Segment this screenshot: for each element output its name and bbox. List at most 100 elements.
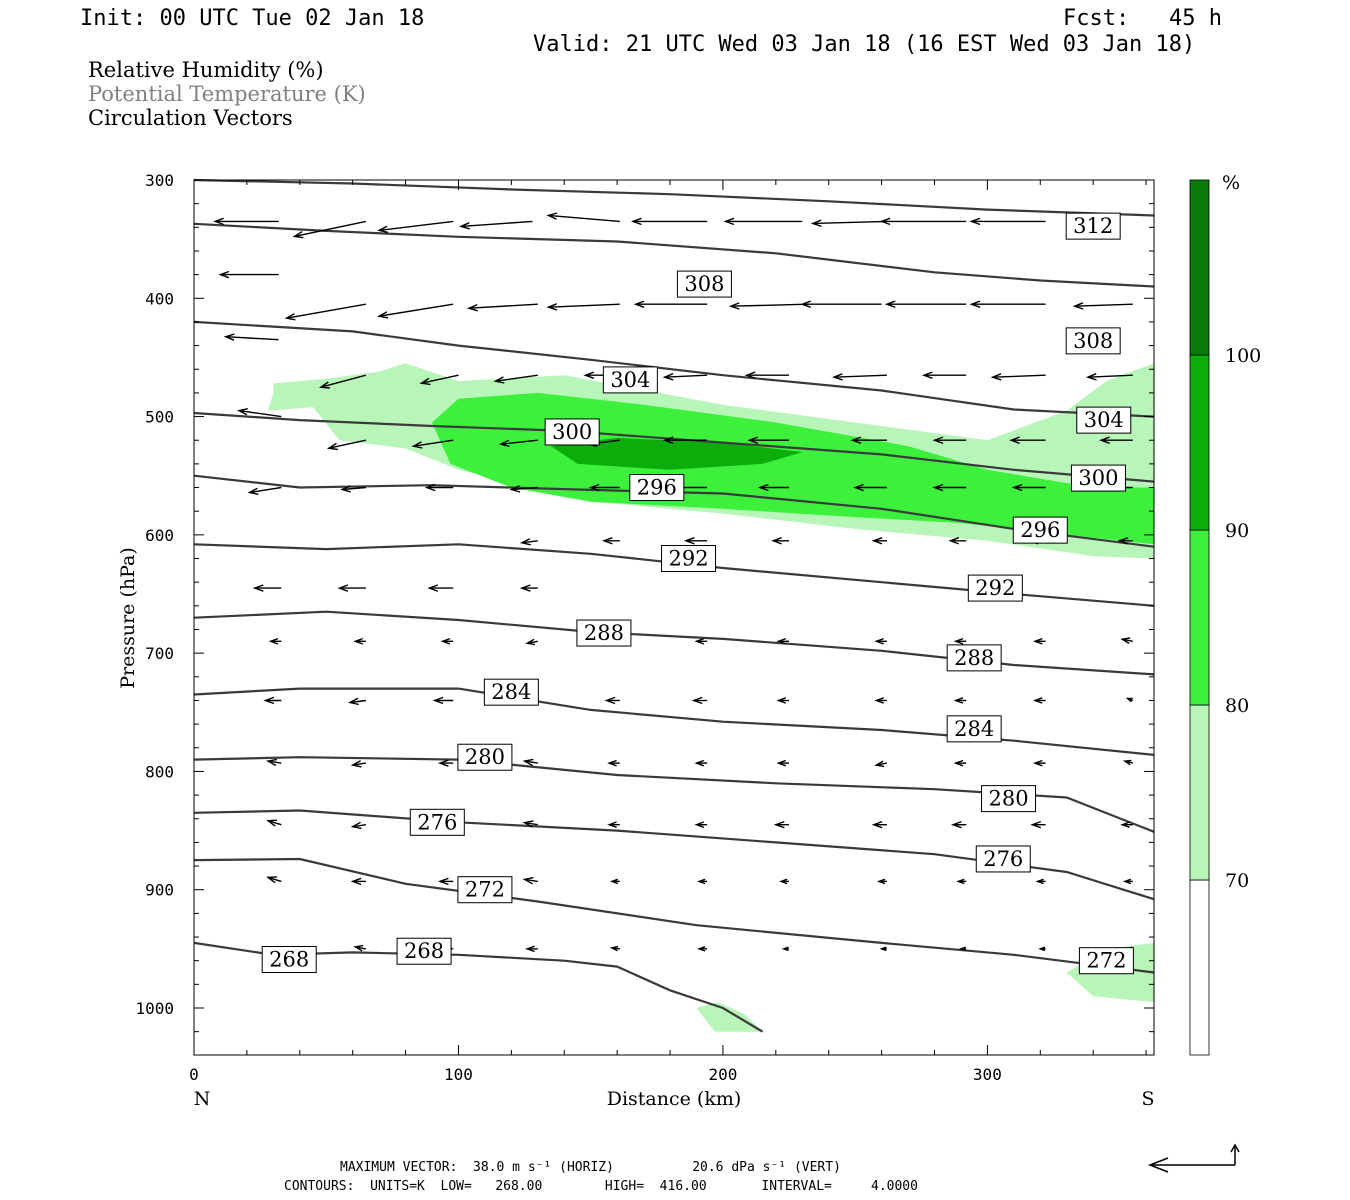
wind-vector	[953, 759, 967, 767]
wind-vector	[630, 217, 708, 226]
rh-region-90-3	[432, 392, 1154, 545]
wind-vector	[781, 946, 789, 952]
wind-vector	[871, 820, 887, 829]
theta-contour-284	[193, 687, 1155, 756]
wind-vector	[956, 878, 967, 885]
wind-vector	[694, 637, 708, 645]
wind-vector	[266, 876, 282, 884]
wind-vector	[874, 760, 888, 768]
y-tick-label: 700	[145, 644, 174, 663]
wind-vector	[247, 486, 282, 495]
wind-vector	[776, 637, 789, 645]
theta-label-284-1: 284	[946, 715, 1002, 743]
svg-text:308: 308	[1073, 329, 1113, 353]
wind-vector	[377, 220, 454, 234]
wind-vector	[1030, 820, 1046, 829]
wind-vector	[1009, 436, 1046, 444]
wind-vector	[728, 302, 808, 310]
theta-label-284-0: 284	[483, 678, 539, 706]
wind-vector	[948, 537, 967, 545]
wind-vector	[1099, 436, 1133, 444]
y-tick-label: 800	[145, 762, 174, 781]
x-axis-left-end-label: N	[194, 1088, 211, 1110]
wind-vector	[776, 697, 789, 704]
wind-vector	[694, 759, 708, 767]
svg-text:268: 268	[404, 939, 444, 963]
wind-vector	[466, 303, 538, 312]
forecast-hour: Fcst: 45 h	[1063, 6, 1222, 31]
theta-contour-312	[193, 178, 1155, 217]
wind-vector	[662, 436, 708, 444]
svg-text:292: 292	[975, 576, 1015, 600]
wind-vector	[1120, 821, 1133, 828]
colorbar-segment	[1189, 529, 1210, 706]
wind-vector	[950, 820, 967, 829]
colorbar-tick-label: 90	[1225, 520, 1249, 542]
svg-text:304: 304	[1084, 408, 1124, 432]
theta-contour-308	[193, 222, 1155, 288]
y-tick-label: 500	[145, 408, 174, 427]
wind-vector	[509, 485, 538, 493]
wind-vector	[697, 878, 708, 885]
wind-vector	[871, 537, 887, 545]
wind-vector	[694, 821, 708, 828]
colorbar-tick-label: 100	[1225, 345, 1261, 367]
wind-vector	[969, 300, 1046, 308]
x-tick-label: 200	[708, 1065, 737, 1084]
wind-vector	[683, 537, 708, 545]
wind-vector	[525, 638, 538, 646]
wind-vector	[810, 219, 887, 227]
max-vector-info: MAXIMUM VECTOR: 38.0 m s⁻¹ (HORIZ) 20.6 …	[340, 1160, 841, 1175]
wind-vector	[1035, 878, 1046, 885]
wind-vector	[1085, 373, 1133, 381]
wind-vector	[284, 303, 367, 321]
wind-vector	[432, 696, 454, 705]
wind-vector	[1032, 759, 1046, 767]
wind-vector	[498, 439, 538, 448]
theta-label-296-1: 296	[1012, 516, 1068, 544]
reference-vector-icon	[1147, 1143, 1240, 1173]
wind-vector	[853, 483, 887, 492]
wind-vector	[850, 436, 887, 444]
wind-vector	[609, 878, 620, 885]
wind-vector	[953, 637, 967, 645]
svg-text:280: 280	[988, 787, 1028, 811]
colorbar-tick-label: 70	[1225, 870, 1249, 892]
x-tick-label: 0	[189, 1065, 199, 1084]
wind-vector	[1072, 302, 1133, 310]
wind-vector	[932, 483, 967, 492]
contour-info: CONTOURS: UNITS=K LOW= 268.00 HIGH= 416.…	[284, 1179, 918, 1194]
theta-label-312-0: 312	[1065, 212, 1121, 240]
wind-vector	[990, 373, 1046, 381]
wind-vector	[1032, 697, 1046, 704]
svg-text:272: 272	[465, 878, 505, 902]
theta-contour-300	[193, 411, 1155, 483]
wind-vector	[969, 217, 1046, 226]
wind-vector	[546, 303, 620, 311]
wind-vector	[522, 820, 538, 828]
wind-vector	[411, 439, 454, 449]
y-tick-label: 300	[145, 171, 174, 190]
colorbar: 70 80 90 100	[1189, 179, 1261, 1056]
wind-vector	[326, 439, 367, 451]
theta-label-296-0: 296	[629, 474, 685, 502]
x-axis-label: Distance (km)	[607, 1088, 742, 1110]
wind-vector	[424, 483, 454, 492]
wind-vector	[884, 300, 967, 308]
wind-vector	[747, 436, 789, 444]
theta-label-292-0: 292	[661, 545, 717, 573]
theta-contour-layer	[193, 178, 1155, 1033]
wind-vector	[440, 637, 454, 645]
wind-vector	[831, 373, 887, 381]
wind-vector	[588, 483, 620, 492]
wind-vector	[350, 760, 367, 768]
theta-contour-276	[193, 809, 1155, 901]
wind-vector	[519, 584, 538, 592]
wind-vector	[604, 696, 620, 705]
wind-vector	[546, 212, 620, 223]
title-potential-temperature: Potential Temperature (K)	[88, 82, 366, 106]
rh-region-100-4	[551, 437, 803, 470]
wind-vector	[879, 217, 967, 226]
wind-vector	[525, 945, 538, 953]
wind-vector	[697, 946, 708, 952]
